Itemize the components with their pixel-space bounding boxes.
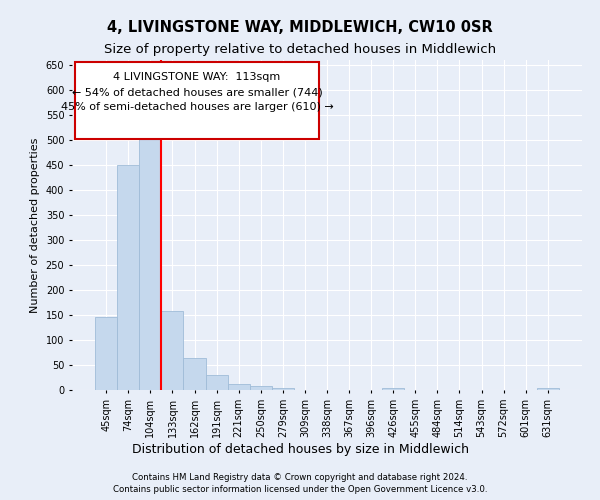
- Text: ← 54% of detached houses are smaller (744): ← 54% of detached houses are smaller (74…: [71, 87, 322, 97]
- Text: 4 LIVINGSTONE WAY:  113sqm: 4 LIVINGSTONE WAY: 113sqm: [113, 72, 281, 82]
- Bar: [139, 136, 161, 390]
- Bar: [537, 388, 559, 390]
- FancyBboxPatch shape: [74, 62, 319, 139]
- Bar: [95, 316, 117, 390]
- Text: 4, LIVINGSTONE WAY, MIDDLEWICH, CW10 0SR: 4, LIVINGSTONE WAY, MIDDLEWICH, CW10 0SR: [107, 20, 493, 35]
- Bar: [227, 384, 250, 390]
- Text: Contains HM Land Registry data © Crown copyright and database right 2024.: Contains HM Land Registry data © Crown c…: [132, 472, 468, 482]
- Bar: [161, 311, 184, 390]
- Text: 45% of semi-detached houses are larger (610) →: 45% of semi-detached houses are larger (…: [61, 102, 334, 112]
- Bar: [272, 388, 294, 390]
- Bar: [117, 165, 139, 390]
- Text: Distribution of detached houses by size in Middlewich: Distribution of detached houses by size …: [131, 442, 469, 456]
- Text: Size of property relative to detached houses in Middlewich: Size of property relative to detached ho…: [104, 42, 496, 56]
- Text: Contains public sector information licensed under the Open Government Licence v3: Contains public sector information licen…: [113, 485, 487, 494]
- Bar: [184, 358, 206, 390]
- Bar: [250, 386, 272, 390]
- Y-axis label: Number of detached properties: Number of detached properties: [30, 138, 40, 312]
- Bar: [206, 375, 227, 390]
- Bar: [382, 388, 404, 390]
